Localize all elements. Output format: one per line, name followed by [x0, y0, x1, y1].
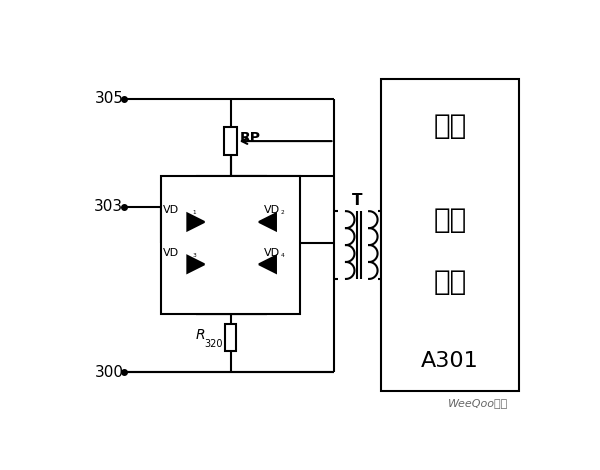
Text: VD: VD — [263, 248, 280, 258]
Polygon shape — [187, 256, 205, 273]
Text: 320: 320 — [205, 338, 223, 349]
Text: RP: RP — [240, 131, 261, 145]
Text: 触发: 触发 — [433, 206, 467, 234]
Text: 303: 303 — [94, 199, 124, 214]
Polygon shape — [259, 256, 276, 273]
Bar — [380, 79, 519, 392]
Text: T: T — [352, 193, 363, 208]
Text: VD: VD — [163, 205, 179, 215]
Text: VD: VD — [163, 248, 179, 258]
Text: $_1$: $_1$ — [192, 208, 197, 217]
Text: $_2$: $_2$ — [280, 208, 285, 217]
Text: $R$: $R$ — [194, 328, 205, 342]
Text: 305: 305 — [94, 91, 124, 106]
Text: $_4$: $_4$ — [280, 251, 285, 259]
Text: $_3$: $_3$ — [192, 251, 197, 259]
Bar — [161, 176, 300, 314]
Text: 逆变: 逆变 — [433, 112, 467, 140]
Bar — [224, 127, 236, 155]
Text: VD: VD — [263, 205, 280, 215]
Text: WeeQoo维库: WeeQoo维库 — [448, 398, 508, 408]
Text: A301: A301 — [421, 351, 479, 370]
Text: 300: 300 — [94, 365, 124, 380]
Polygon shape — [259, 213, 276, 230]
Bar — [225, 323, 236, 351]
Polygon shape — [187, 213, 205, 230]
Text: 电路: 电路 — [433, 267, 467, 296]
